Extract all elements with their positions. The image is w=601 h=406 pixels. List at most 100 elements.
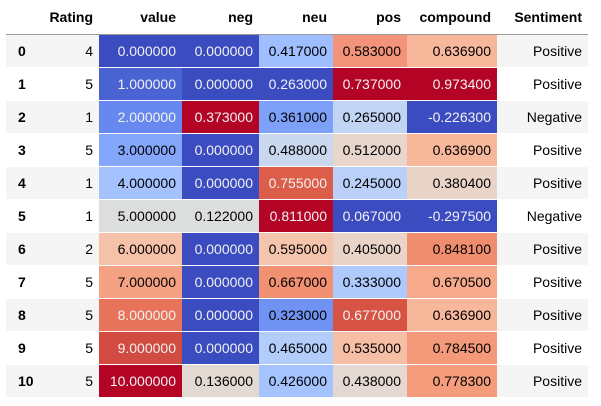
neg-cell: 0.000000 [182,166,259,199]
sentiment-cell: Positive [532,372,582,389]
neg-cell: 0.000000 [182,232,259,265]
row-index-cell: 3 [18,141,26,158]
neu-cell: 0.488000 [259,133,333,166]
rating-cell: 5 [85,141,93,158]
compound-cell: 0.778300 [407,364,497,397]
rating-cell: 2 [85,240,93,257]
rating-cell: 1 [85,174,93,191]
sentiment-cell: Positive [532,240,582,257]
neg-cell: 0.000000 [182,298,259,331]
column-header-sentiment: Sentiment [497,0,588,35]
pos-cell: 0.512000 [333,133,407,166]
value-cell: 6.000000 [99,232,182,265]
value-cell: 5.000000 [99,199,182,232]
rating-cell: 4 [85,42,93,59]
dataframe-table: Rating value neg neu pos compound Sentim… [6,0,588,398]
value-cell: 4.000000 [99,166,182,199]
column-header-compound: compound [407,0,497,35]
neg-cell: 0.122000 [182,199,259,232]
neg-cell: 0.000000 [182,331,259,364]
rating-cell: 5 [85,273,93,290]
compound-cell: 0.848100 [407,232,497,265]
column-header-pos: pos [333,0,407,35]
compound-cell: 0.636900 [407,133,497,166]
row-index-cell: 8 [18,306,26,323]
neu-cell: 0.595000 [259,232,333,265]
index-header [6,0,36,35]
row-index-cell: 0 [18,42,26,59]
neg-cell: 0.000000 [182,34,259,67]
table-row: 6 2 6.000000 0.000000 0.595000 0.405000 0.8481… [6,232,588,265]
table-row: 2 1 2.000000 0.373000 0.361000 0.265000 -0.226… [6,100,588,133]
compound-cell: 0.670500 [407,265,497,298]
table-row: 0 4 0.000000 0.000000 0.417000 0.583000 0.6369… [6,34,588,67]
pos-cell: 0.677000 [333,298,407,331]
table-row: 3 5 3.000000 0.000000 0.488000 0.512000 0.6369… [6,133,588,166]
column-header-neu: neu [259,0,333,35]
value-cell: 1.000000 [99,67,182,100]
neg-cell: 0.000000 [182,265,259,298]
rating-cell: 5 [85,75,93,92]
pos-cell: 0.333000 [333,265,407,298]
pos-cell: 0.583000 [333,34,407,67]
compound-cell: -0.226300 [407,100,497,133]
compound-cell: 0.380400 [407,166,497,199]
value-cell: 2.000000 [99,100,182,133]
neu-cell: 0.811000 [259,199,333,232]
table-row: 9 5 9.000000 0.000000 0.465000 0.535000 0.7845… [6,331,588,364]
neg-cell: 0.136000 [182,364,259,397]
compound-cell: 0.636900 [407,34,497,67]
table-row: 5 1 5.000000 0.122000 0.811000 0.067000 -0.297… [6,199,588,232]
row-index-cell: 9 [18,339,26,356]
pos-cell: 0.535000 [333,331,407,364]
table-header: Rating value neg neu pos compound Sentim… [6,0,588,35]
dataframe-table-container: Rating value neg neu pos compound Sentim… [6,0,588,398]
sentiment-cell: Positive [532,42,582,59]
rating-cell: 5 [85,306,93,323]
column-header-value: value [99,0,182,35]
rating-cell: 1 [85,108,93,125]
value-cell: 10.000000 [99,364,182,397]
sentiment-cell: Positive [532,174,582,191]
pos-cell: 0.265000 [333,100,407,133]
row-index-cell: 2 [18,108,26,125]
value-cell: 7.000000 [99,265,182,298]
neg-cell: 0.373000 [182,100,259,133]
sentiment-cell: Positive [532,75,582,92]
header-row: Rating value neg neu pos compound Sentim… [6,0,588,35]
pos-cell: 0.438000 [333,364,407,397]
sentiment-cell: Positive [532,306,582,323]
pos-cell: 0.245000 [333,166,407,199]
row-index-cell: 5 [18,207,26,224]
table-body: 0 4 0.000000 0.000000 0.417000 0.583000 0.6369… [6,34,588,397]
table-row: 1 5 1.000000 0.000000 0.263000 0.737000 0.9734… [6,67,588,100]
rating-cell: 1 [85,207,93,224]
neu-cell: 0.417000 [259,34,333,67]
value-cell: 3.000000 [99,133,182,166]
pos-cell: 0.405000 [333,232,407,265]
column-header-neg: neg [182,0,259,35]
sentiment-cell: Positive [532,339,582,356]
row-index-cell: 1 [18,75,26,92]
pos-cell: 0.067000 [333,199,407,232]
row-index-cell: 4 [18,174,26,191]
sentiment-cell: Positive [532,141,582,158]
neu-cell: 0.667000 [259,265,333,298]
neu-cell: 0.465000 [259,331,333,364]
compound-cell: 0.973400 [407,67,497,100]
compound-cell: 0.636900 [407,298,497,331]
neu-cell: 0.263000 [259,67,333,100]
sentiment-cell: Negative [526,108,582,125]
table-row: 4 1 4.000000 0.000000 0.755000 0.245000 0.3804… [6,166,588,199]
sentiment-cell: Negative [526,207,582,224]
value-cell: 9.000000 [99,331,182,364]
table-row: 8 5 8.000000 0.000000 0.323000 0.677000 0.6369… [6,298,588,331]
value-cell: 0.000000 [99,34,182,67]
row-index-cell: 7 [18,273,26,290]
neg-cell: 0.000000 [182,133,259,166]
table-row: 7 5 7.000000 0.000000 0.667000 0.333000 0.6705… [6,265,588,298]
neg-cell: 0.000000 [182,67,259,100]
table-row: 10 5 10.000000 0.136000 0.426000 0.438000 0.77… [6,364,588,397]
rating-cell: 5 [85,372,93,389]
neu-cell: 0.361000 [259,100,333,133]
